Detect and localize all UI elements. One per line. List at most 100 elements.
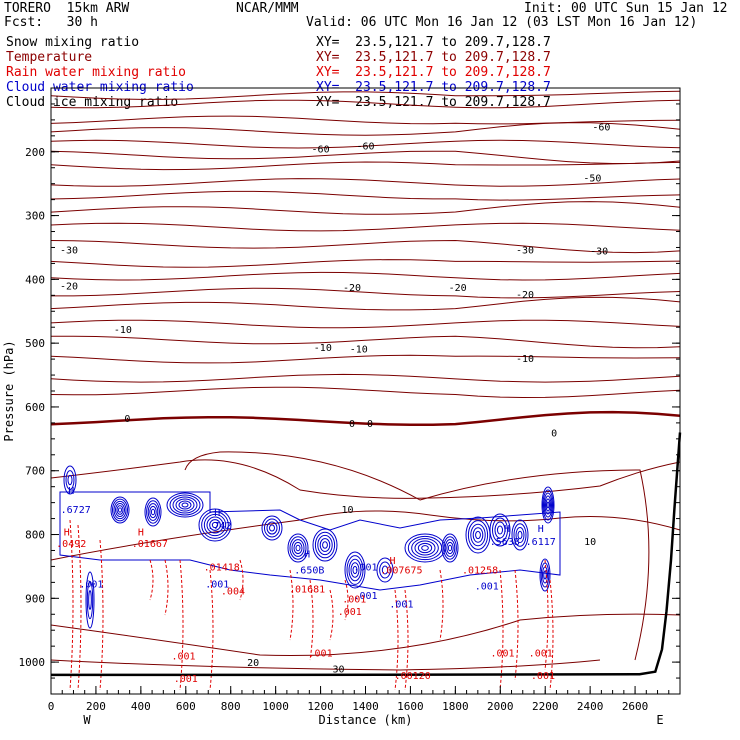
cloud-water-contour <box>467 520 489 550</box>
x-tick-label: 400 <box>131 700 151 713</box>
cloud-water-contour <box>264 518 280 538</box>
east-endpoint-label: E <box>656 713 663 727</box>
rain-contour <box>69 519 74 691</box>
temperature-contour-label: 0 <box>551 428 557 439</box>
y-tick-label: 300 <box>25 210 45 223</box>
legend-label-temperature: Temperature <box>6 50 93 65</box>
x-tick-label: 1000 <box>262 700 289 713</box>
cloud-water-contour <box>110 496 130 524</box>
temperature-contour-label: 0 <box>349 419 355 430</box>
cloud-water-contour <box>546 501 550 509</box>
y-tick-label: 200 <box>25 146 45 159</box>
rain-contour <box>309 579 314 661</box>
rain-label: .0492 <box>56 539 86 550</box>
temperature-contour-label: 10 <box>342 505 354 516</box>
cloud-water-contour <box>446 541 454 555</box>
cloud-water-contour <box>181 502 189 508</box>
cloud-water-contour <box>166 492 204 518</box>
cloud-water-contour <box>346 555 364 585</box>
rain-label: .001 <box>171 652 195 663</box>
cloud-water-label: .001 <box>79 580 103 591</box>
cloud-water-label: .001 <box>389 599 413 610</box>
rain-label: .001 <box>174 674 198 685</box>
x-tick-label: 1800 <box>442 700 469 713</box>
cloud-water-contour <box>287 533 309 563</box>
x-tick-label: 2600 <box>622 700 649 713</box>
cloud-water-contour <box>414 540 436 556</box>
temperature-contour-label: -30 <box>60 245 78 256</box>
isotherm-line <box>50 386 681 399</box>
cloud-water-label: .001 <box>475 582 499 593</box>
cloud-water-contour <box>150 508 156 516</box>
legend-xy-temperature: XY= 23.5,121.7 to 209.7,128.7 <box>316 50 551 65</box>
legend-label-snow: Snow mixing ratio <box>6 35 140 50</box>
cloud-water-label: .001 <box>205 580 229 591</box>
temperature-contour-label: 10 <box>584 537 596 548</box>
isotherm-line <box>50 510 681 561</box>
cloud-water-contour <box>492 517 508 543</box>
isotherm-line <box>50 613 681 657</box>
cloud-water-contour <box>317 534 333 556</box>
cloud-water-contour <box>118 507 122 513</box>
isotherm-line <box>50 335 681 349</box>
cloud-water-contour <box>112 498 128 522</box>
cloud-water-contour <box>513 523 527 547</box>
cloud-water-contour <box>494 521 506 539</box>
x-tick-label: 2200 <box>532 700 559 713</box>
rain-contour <box>239 559 244 601</box>
rain-contour <box>394 589 399 691</box>
isotherm-line <box>184 451 650 661</box>
cloud-water-contour <box>443 536 457 560</box>
valid-time: Valid: 06 UTC Mon 16 Jan 12 (03 LST Mon … <box>306 15 698 30</box>
isotherm-line <box>50 161 681 171</box>
cloud-water-contour <box>511 519 529 551</box>
cloud-water-envelope <box>59 491 561 591</box>
contour-labels: -60 -60 -60 -50 -30 -30 -30 -20 -20 -20 -20 -10 -10 -… <box>56 122 610 685</box>
x-tick-label: 2400 <box>577 700 604 713</box>
isotherm-line <box>50 259 681 268</box>
y-tick-label: 1000 <box>19 656 46 669</box>
temperature-contour-label: -20 <box>343 283 361 294</box>
cloud-water-contour <box>67 474 73 486</box>
rain-contour <box>499 569 504 691</box>
rain-label: .001 <box>490 649 514 660</box>
x-tick-label: 0 <box>48 700 55 713</box>
temperature-contour-label: -10 <box>516 354 534 365</box>
y-tick-label: 600 <box>25 401 45 414</box>
isotherm-line <box>50 90 681 100</box>
cloud-water-contour <box>116 505 124 515</box>
cloud-water-contour <box>475 530 481 540</box>
cloud-water-contour <box>344 551 366 589</box>
isotherm-line <box>50 222 681 232</box>
temperature-contour-label: -60 <box>356 141 374 152</box>
x-axis-title: Distance (km) <box>319 713 413 727</box>
cloud-water-contour <box>88 590 92 610</box>
rain-contour <box>209 569 214 691</box>
x-tick-label: 1200 <box>307 700 334 713</box>
rain-contour <box>439 569 444 641</box>
rain-label: .001 <box>309 649 333 660</box>
cloud-water-contour <box>539 558 551 592</box>
cloud-water-contour <box>379 561 391 579</box>
isotherm-line <box>50 150 681 165</box>
x-tick-label: 1600 <box>397 700 424 713</box>
temperature-contour-label: -20 <box>449 283 467 294</box>
cloud-water-contour <box>517 530 523 540</box>
legend-xy-rain: XY= 23.5,121.7 to 209.7,128.7 <box>316 65 551 80</box>
x-tick-label: 600 <box>176 700 196 713</box>
cloud-water-contour <box>172 496 198 514</box>
cloud-water-contour <box>441 533 459 563</box>
cloud-water-contour <box>352 565 358 575</box>
cloud-water-contour <box>319 538 331 552</box>
x-tick-label: 200 <box>86 700 106 713</box>
rain-label: .01681 <box>289 585 325 596</box>
isotherm-line <box>50 178 681 187</box>
cloud-water-contour <box>206 516 224 534</box>
cloud-water-contour <box>261 515 283 541</box>
isotherm-line <box>50 201 681 215</box>
temperature-contour-label: -10 <box>350 344 368 355</box>
cloud-water-contour <box>85 571 95 629</box>
cloud-water-contour <box>497 525 503 535</box>
cloud-water-label: .650B <box>294 566 324 577</box>
